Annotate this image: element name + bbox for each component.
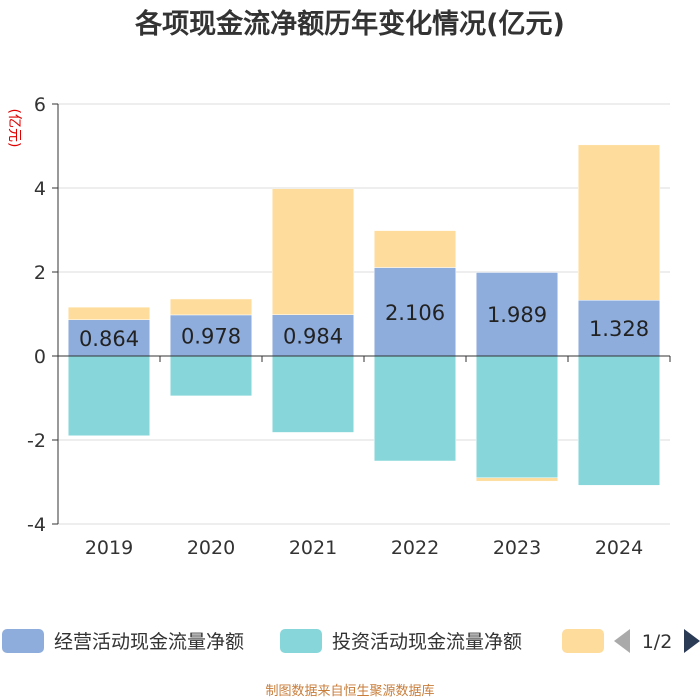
bar-2023-series-3 bbox=[475, 477, 559, 482]
x-tick-label-2020: 2020 bbox=[187, 537, 235, 559]
y-tick-label: 6 bbox=[34, 94, 46, 116]
legend-pager: 1/2 bbox=[642, 631, 673, 653]
y-tick-label: 4 bbox=[34, 178, 46, 200]
x-tick-label-2022: 2022 bbox=[391, 537, 439, 559]
bar-2022-series-3 bbox=[373, 230, 457, 268]
y-tick-label: 2 bbox=[34, 262, 46, 284]
y-tick-label: -4 bbox=[27, 514, 46, 536]
bar-2020-series-3 bbox=[169, 298, 253, 316]
bar-2023-series-1 bbox=[475, 272, 559, 357]
bar-2019-series-2 bbox=[67, 355, 151, 437]
x-tick-label-2023: 2023 bbox=[493, 537, 541, 559]
data-label-2023: 1.989 bbox=[487, 303, 547, 327]
data-label-2021: 0.984 bbox=[283, 324, 343, 348]
y-tick-label: 0 bbox=[34, 346, 46, 368]
x-tick-label-2019: 2019 bbox=[85, 537, 133, 559]
bars bbox=[67, 144, 661, 486]
legend-swatch-1 bbox=[2, 629, 44, 653]
legend: 经营活动现金流量净额 投资活动现金流量净额 1/2 bbox=[2, 629, 700, 653]
data-label-2022: 2.106 bbox=[385, 301, 445, 325]
data-label-2020: 0.978 bbox=[181, 324, 241, 348]
data-label-2019: 0.864 bbox=[79, 327, 139, 351]
bar-2023-series-2 bbox=[475, 355, 559, 479]
bar-2020-series-1 bbox=[169, 314, 253, 357]
bar-2019-series-3 bbox=[67, 306, 151, 320]
bar-2024-series-1 bbox=[577, 299, 661, 357]
legend-label-1: 经营活动现金流量净额 bbox=[54, 631, 244, 653]
y-tick-label: -2 bbox=[27, 430, 46, 452]
legend-next-icon bbox=[684, 629, 700, 653]
legend-label-2: 投资活动现金流量净额 bbox=[332, 631, 522, 653]
bar-2021-series-1 bbox=[271, 314, 355, 357]
bar-2024-series-2 bbox=[577, 355, 661, 486]
chart-title: 各项现金流净额历年变化情况(亿元) bbox=[134, 8, 565, 40]
axes: -4 -2 0 2 4 6 2019 2020 2021 2022 2023 2024 bbox=[27, 94, 671, 559]
bar-2022-series-2 bbox=[373, 355, 457, 462]
legend-prev-icon bbox=[614, 629, 630, 653]
x-tick-label-2024: 2024 bbox=[595, 537, 643, 559]
x-tick-label-2021: 2021 bbox=[289, 537, 337, 559]
bar-2020-series-2 bbox=[169, 355, 253, 397]
data-labels: 0.864 0.978 0.984 2.106 1.989 1.328 bbox=[79, 301, 649, 351]
legend-swatch-3 bbox=[562, 629, 604, 653]
y-axis-label: (亿元) bbox=[6, 109, 22, 148]
bar-2024-series-3 bbox=[577, 144, 661, 301]
bar-2021-series-2 bbox=[271, 355, 355, 433]
bar-2021-series-3 bbox=[271, 188, 355, 315]
source-note: 制图数据来自恒生聚源数据库 bbox=[265, 683, 434, 699]
legend-swatch-2 bbox=[280, 629, 322, 653]
data-label-2024: 1.328 bbox=[589, 317, 649, 341]
